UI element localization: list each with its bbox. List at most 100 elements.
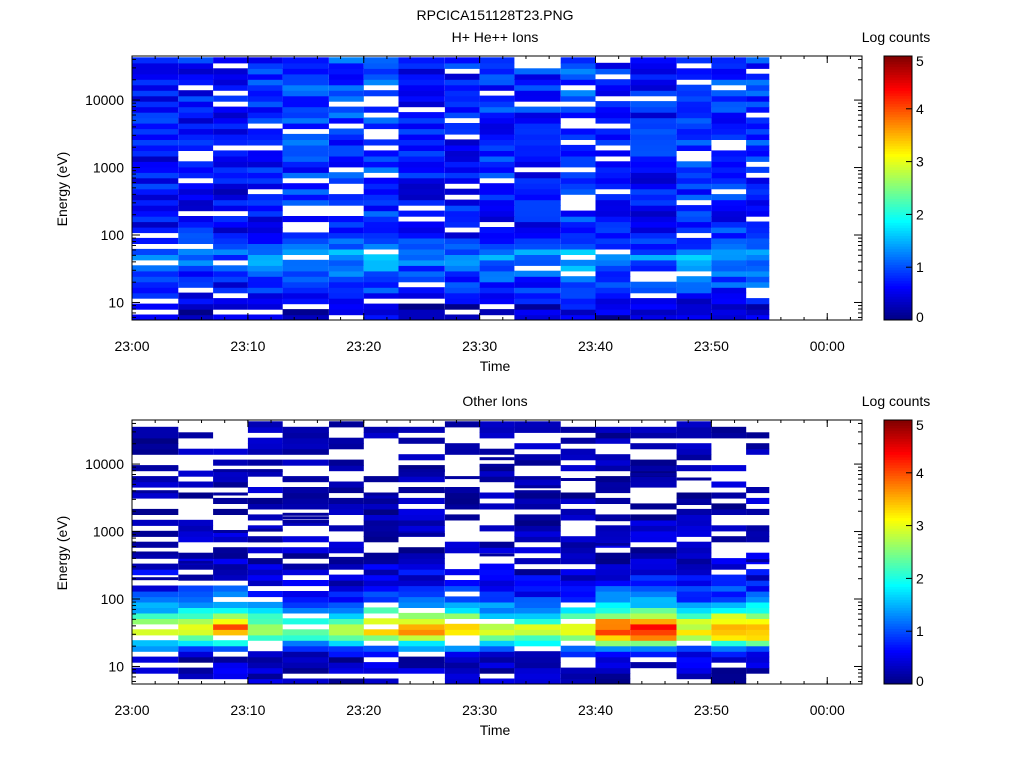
heatmap-cell [329,656,364,663]
x-tick-label: 00:00 [810,702,845,718]
heatmap-cell [247,150,283,157]
heatmap-cell [178,161,214,168]
heatmap-cell [282,314,329,320]
x-tick-label: 23:50 [694,702,729,718]
heatmap-cell [630,640,677,647]
heatmap-cell [178,519,214,526]
heatmap-cell [178,303,214,310]
heatmap-cell [514,68,561,75]
heatmap-cell [329,585,364,592]
heatmap-cell [746,84,770,91]
heatmap-cell [282,68,329,75]
heatmap-cell [711,259,747,266]
heatmap-cell [282,309,329,316]
heatmap-cell [676,426,712,433]
heatmap-cell [514,205,561,212]
heatmap-cell [676,248,712,255]
heatmap-cell [711,177,747,184]
heatmap-cell [444,90,480,97]
heatmap-cell [444,79,480,86]
heatmap-cell [444,101,480,108]
heatmap-cell [247,580,283,587]
heatmap-cell [444,645,480,652]
heatmap-cell [514,558,561,565]
heatmap-cell [630,645,677,652]
heatmap-cell [676,216,712,223]
heatmap-cell [247,155,283,162]
heatmap-cell [630,123,677,130]
heatmap-cell [595,194,631,201]
heatmap-cell [329,292,364,299]
heatmap-cell [514,426,561,433]
heatmap-cell [132,205,179,212]
heatmap-cell [711,563,747,570]
heatmap-cell [711,492,747,499]
heatmap-cell [711,133,747,140]
heatmap-cell [595,314,631,320]
heatmap-cell [479,133,515,140]
heatmap-cell [711,536,747,543]
heatmap-cell [560,210,596,217]
heatmap-cell [247,487,283,494]
heatmap-cell [595,497,631,504]
heatmap-cell [132,237,179,244]
heatmap-cell [444,281,480,288]
heatmap-cell [213,569,248,576]
heatmap-cell [213,552,248,559]
heatmap-cell [560,629,596,636]
heatmap-cell [363,314,399,320]
heatmap-cell [282,662,329,669]
heatmap-cell [711,426,747,433]
heatmap-cell [560,558,596,565]
heatmap-cell [711,580,747,587]
heatmap-cell [479,470,515,477]
heatmap-cell [398,95,445,102]
heatmap-cell [676,514,712,521]
heatmap-cell [676,662,712,669]
heatmap-cell [479,547,515,554]
heatmap-cell [630,227,677,234]
heatmap-cell [329,259,364,266]
heatmap-cell [247,254,283,261]
heatmap-cell [282,172,329,179]
heatmap-cell [514,276,561,283]
heatmap-cell [711,68,747,75]
heatmap-cell [178,634,214,641]
heatmap-cell [560,68,596,75]
heatmap-cell [329,437,364,444]
figure-title: RPCICA151128T23.PNG [417,7,574,23]
heatmap-cell [329,128,364,135]
heatmap-cell [329,601,364,608]
colorbar: 0 1 2 3 4 5 [883,417,924,689]
heatmap-cell [398,623,445,630]
heatmap-cell [132,552,179,559]
heatmap-cell [444,166,480,173]
heatmap-cell [630,426,677,433]
heatmap-cell [363,607,399,614]
heatmap-cell [746,497,770,504]
heatmap-cell [282,57,329,64]
heatmap-cell [514,514,561,521]
heatmap-cell [676,454,712,461]
heatmap-cell [213,139,248,146]
heatmap-cell [560,216,596,223]
heatmap-cell [178,205,214,212]
heatmap-cell [178,574,214,581]
heatmap-cell [178,492,214,499]
heatmap-cell [213,270,248,277]
heatmap-cell [213,95,248,102]
heatmap-cell [479,426,515,433]
x-tick-label: 23:20 [346,338,381,354]
heatmap-cell [247,607,283,614]
heatmap-cell [329,591,364,598]
heatmap-cell [282,487,329,494]
x-tick-label: 23:40 [578,338,613,354]
heatmap-cell [178,123,214,130]
heatmap-cell [514,618,561,625]
heatmap-cell [444,678,480,684]
heatmap-cell [444,172,480,179]
heatmap-cell [746,265,770,272]
heatmap-cell [560,281,596,288]
heatmap-cell [711,62,747,69]
heatmap-cell [178,166,214,173]
